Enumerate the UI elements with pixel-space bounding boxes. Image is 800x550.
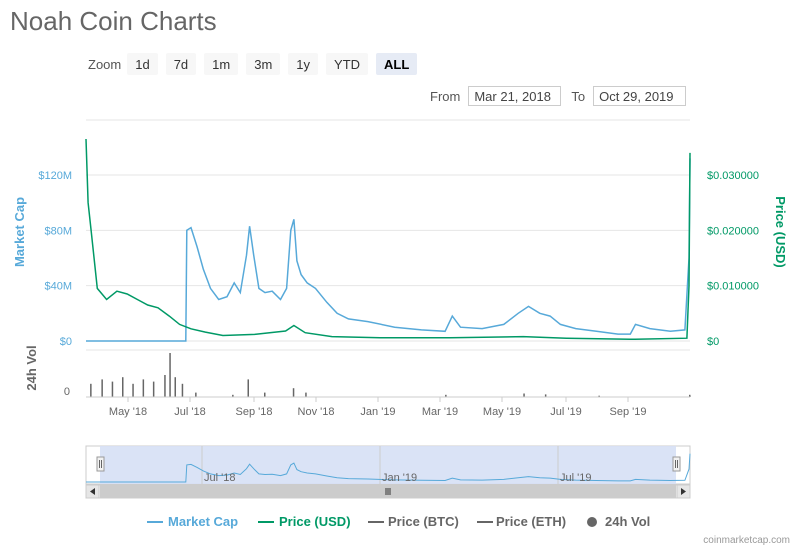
volume-bar bbox=[152, 381, 155, 397]
left-axis-tick: $80M bbox=[44, 225, 72, 237]
market-cap-line bbox=[86, 158, 691, 342]
left-axis-tick: $120M bbox=[38, 170, 72, 182]
x-axis-tick: Jan '19 bbox=[360, 406, 395, 418]
right-axis-ticks: $0 $0.010000 $0.020000 $0.030000 bbox=[707, 170, 759, 348]
x-axis-tick: Jul '19 bbox=[550, 406, 581, 418]
zoom-3m-button[interactable]: 3m bbox=[246, 53, 281, 75]
navigator-grid bbox=[201, 446, 559, 484]
price-usd-line bbox=[85, 138, 691, 341]
volume-bar bbox=[689, 394, 691, 397]
legend-item-24h-vol[interactable]: 24h Vol bbox=[587, 514, 650, 529]
date-range-selector: From To bbox=[430, 86, 696, 106]
volume-bar bbox=[90, 383, 92, 397]
x-axis-tick: May '18 bbox=[109, 406, 147, 418]
left-axis-tick: $40M bbox=[44, 281, 72, 293]
zoom-1m-button[interactable]: 1m bbox=[204, 53, 239, 75]
volume-bar bbox=[305, 392, 307, 397]
x-axis-tick: Sep '18 bbox=[236, 406, 273, 418]
navigator-tick: Jul '19 bbox=[560, 472, 591, 484]
navigator-selection[interactable] bbox=[100, 446, 676, 484]
legend-label-market-cap: Market Cap bbox=[168, 514, 238, 529]
volume-bar bbox=[142, 379, 145, 397]
to-label: To bbox=[571, 88, 586, 104]
scrollbar-left-arrow[interactable] bbox=[85, 484, 100, 499]
volume-bar bbox=[544, 394, 547, 397]
volume-axis-tick: 0 bbox=[64, 386, 70, 398]
legend: Market Cap Price (USD) Price (BTC) Price… bbox=[147, 514, 650, 529]
left-axis-tick: $0 bbox=[60, 336, 72, 348]
right-axis-tick: $0.030000 bbox=[707, 170, 759, 182]
from-label: From bbox=[430, 88, 461, 104]
volume-bar bbox=[598, 395, 600, 397]
zoom-ytd-button[interactable]: YTD bbox=[326, 53, 369, 75]
navigator-left-handle[interactable] bbox=[96, 456, 105, 472]
x-axis-tick: Mar '19 bbox=[422, 406, 458, 418]
to-date-input[interactable] bbox=[593, 86, 687, 106]
zoom-7d-button[interactable]: 7d bbox=[165, 53, 197, 75]
volume-bar bbox=[132, 383, 134, 397]
volume-bar bbox=[164, 375, 166, 397]
zoom-label: Zoom bbox=[88, 56, 122, 72]
x-axis-tick: Nov '18 bbox=[298, 406, 335, 418]
zoom-1y-button[interactable]: 1y bbox=[288, 53, 319, 75]
navigator-right-handle[interactable] bbox=[672, 456, 681, 472]
grid-lines bbox=[86, 174, 690, 351]
volume-bar bbox=[174, 377, 176, 397]
volume-bar bbox=[232, 394, 234, 397]
right-axis-title: Price (USD) bbox=[773, 196, 788, 268]
legend-item-price-btc[interactable]: Price (BTC) bbox=[368, 514, 459, 529]
page-title: Noah Coin Charts bbox=[10, 6, 217, 36]
left-axis-title: Market Cap bbox=[12, 197, 27, 267]
navigator-tick: Jan '19 bbox=[382, 472, 417, 484]
navigator-market-cap-line bbox=[86, 453, 691, 483]
volume-bar bbox=[101, 379, 103, 397]
legend-label-24h-vol: 24h Vol bbox=[605, 514, 650, 529]
scrollbar-right-arrow[interactable] bbox=[676, 484, 691, 499]
zoom-all-button[interactable]: ALL bbox=[376, 53, 418, 75]
navigator-ticks: Jul '18 Jan '19 Jul '19 bbox=[204, 472, 591, 484]
volume-bar bbox=[264, 392, 266, 397]
legend-label-price-btc: Price (BTC) bbox=[388, 514, 459, 529]
legend-item-price-eth[interactable]: Price (ETH) bbox=[477, 514, 566, 529]
volume-bar bbox=[523, 393, 525, 397]
volume-axis-title: 24h Vol bbox=[24, 345, 39, 390]
legend-item-price-usd[interactable]: Price (USD) bbox=[258, 514, 351, 529]
x-axis-ticks: May '18 Jul '18 Sep '18 Nov '18 Jan '19 Mar '… bbox=[109, 397, 647, 418]
scrollbar[interactable] bbox=[85, 484, 691, 499]
navigator-tick: Jul '18 bbox=[204, 472, 235, 484]
navigator[interactable]: Jul '18 Jan '19 Jul '19 bbox=[85, 445, 691, 485]
volume-bar bbox=[169, 353, 171, 397]
volume-bar bbox=[292, 388, 295, 397]
right-axis-tick: $0 bbox=[707, 336, 719, 348]
legend-item-market-cap[interactable]: Market Cap bbox=[147, 514, 238, 529]
zoom-bar: Zoom 1d 7d 1m 3m 1y YTD ALL bbox=[88, 53, 425, 75]
legend-label-price-usd: Price (USD) bbox=[279, 514, 351, 529]
left-axis-ticks: $0 $40M $80M $120M bbox=[38, 170, 72, 348]
volume-bar bbox=[122, 377, 124, 397]
x-axis-tick: Jul '18 bbox=[174, 406, 205, 418]
volume-bars bbox=[90, 353, 691, 397]
credit-link[interactable]: coinmarketcap.com bbox=[703, 535, 790, 546]
x-axis-tick: Sep '19 bbox=[610, 406, 647, 418]
volume-bar bbox=[195, 392, 197, 397]
volume-bar bbox=[247, 379, 249, 397]
right-axis-tick: $0.020000 bbox=[707, 225, 759, 237]
right-axis-tick: $0.010000 bbox=[707, 281, 759, 293]
from-date-input[interactable] bbox=[468, 86, 562, 106]
volume-bar bbox=[111, 381, 114, 397]
legend-label-price-eth: Price (ETH) bbox=[496, 514, 566, 529]
volume-bar bbox=[181, 383, 184, 397]
zoom-1d-button[interactable]: 1d bbox=[127, 53, 158, 75]
volume-bar bbox=[445, 394, 447, 397]
x-axis-tick: May '19 bbox=[483, 406, 521, 418]
